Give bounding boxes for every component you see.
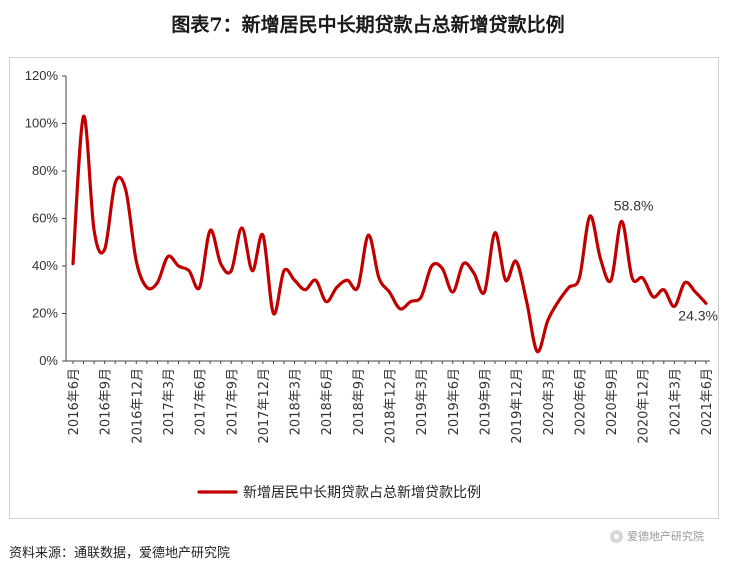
x-tick-label: 2016年6月 (67, 368, 82, 435)
x-tick-label: 2021年3月 (668, 368, 683, 435)
data-label: 24.3% (678, 307, 718, 323)
x-tick-label: 2018年3月 (289, 368, 304, 435)
x-tick-label: 2016年12月 (130, 368, 145, 444)
y-tick-label: 0% (39, 353, 58, 368)
x-tick-label: 2021年6月 (700, 368, 715, 435)
x-tick-label: 2019年6月 (447, 368, 462, 435)
source-note: 资料来源：通联数据，爱德地产研究院 (9, 546, 231, 561)
x-tick-label: 2019年3月 (415, 368, 430, 435)
y-tick-label: 40% (32, 258, 58, 273)
x-tick-label: 2018年9月 (352, 368, 367, 435)
x-tick-label: 2017年12月 (257, 368, 272, 444)
legend-label: 新增居民中长期贷款占总新增贷款比例 (243, 485, 481, 501)
x-tick-label: 2020年12月 (637, 368, 652, 444)
x-tick-label: 2020年9月 (605, 368, 620, 435)
series-line (71, 114, 708, 354)
x-tick-label: 2019年12月 (510, 368, 525, 444)
y-tick-label: 60% (32, 211, 58, 226)
y-tick-label: 80% (32, 163, 58, 178)
x-tick-label: 2017年3月 (162, 368, 177, 435)
x-tick-label: 2020年3月 (542, 368, 557, 435)
x-tick-label: 2017年9月 (225, 368, 240, 435)
data-label: 58.8% (614, 197, 654, 213)
x-tick-label: 2020年6月 (573, 368, 588, 435)
y-tick-label: 20% (32, 306, 58, 321)
x-tick-label: 2016年9月 (99, 368, 114, 435)
y-tick-label: 100% (25, 116, 59, 131)
watermark-text: 爱德地产研究院 (627, 530, 704, 543)
x-tick-label: 2018年6月 (320, 368, 335, 435)
logo-icon (610, 529, 623, 543)
chart-title: 图表7：新增居民中长期贷款占总新增贷款比例 (171, 14, 565, 36)
x-tick-label: 2019年9月 (478, 368, 493, 435)
chart-frame (9, 57, 719, 519)
watermark: 爱德地产研究院 (610, 528, 704, 544)
x-tick-label: 2018年12月 (384, 368, 399, 444)
y-tick-label: 120% (25, 68, 59, 83)
x-tick-label: 2017年6月 (194, 368, 209, 435)
